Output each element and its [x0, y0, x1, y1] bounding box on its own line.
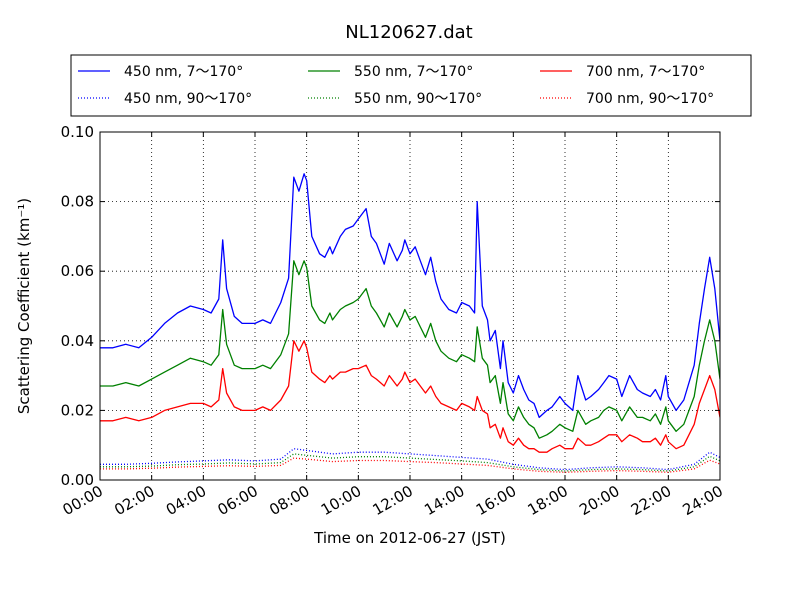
- chart-title: NL120627.dat: [345, 22, 472, 43]
- grid: [100, 132, 720, 480]
- y-tick-label: 0.10: [61, 123, 94, 141]
- series-line: [100, 340, 720, 453]
- y-tick-label: 0.08: [61, 193, 94, 211]
- legend-label: 450 nm, 7～170°: [124, 64, 243, 80]
- legend-label: 550 nm, 90～170°: [354, 91, 482, 107]
- legend-label: 700 nm, 90～170°: [586, 91, 714, 107]
- x-tick-label: 20:00: [576, 482, 622, 519]
- x-axis-label: Time on 2012-06-27 (JST): [313, 529, 506, 547]
- x-tick-label: 10:00: [318, 482, 364, 519]
- legend: 450 nm, 7～170° 550 nm, 7～170° 700 nm, 7～17…: [70, 54, 752, 117]
- legend-frame: [70, 54, 752, 117]
- series-line: [100, 173, 720, 419]
- x-tick-label: 02:00: [111, 482, 157, 519]
- x-tick-label: 04:00: [163, 482, 209, 519]
- legend-label: 550 nm, 7～170°: [354, 64, 473, 80]
- series-layer: [100, 173, 720, 473]
- series-line: [100, 453, 720, 472]
- x-tick-label: 22:00: [628, 482, 674, 519]
- x-tick-label: 18:00: [525, 482, 571, 519]
- x-tick-label: 12:00: [370, 482, 416, 519]
- x-tick-label: 06:00: [215, 482, 261, 519]
- series-line: [100, 260, 720, 439]
- y-tick-label: 0.04: [61, 332, 94, 350]
- x-tick-label: 14:00: [421, 482, 467, 519]
- x-tick-label: 24:00: [680, 482, 726, 519]
- legend-label: 450 nm, 90～170°: [124, 91, 252, 107]
- series-line: [100, 457, 720, 473]
- axis-ticks: 00:00 02:00 04:00 06:00 08:00 10:00 12:00 14:00…: [60, 123, 726, 519]
- legend-label: 700 nm, 7～170°: [586, 64, 705, 80]
- x-tick-label: 08:00: [266, 482, 312, 519]
- y-tick-label: 0.02: [61, 401, 94, 419]
- y-axis-label: Scattering Coefficient (km⁻¹): [15, 198, 33, 414]
- y-tick-label: 0.06: [61, 262, 94, 280]
- x-tick-label: 16:00: [473, 482, 519, 519]
- y-tick-label: 0.00: [61, 471, 94, 489]
